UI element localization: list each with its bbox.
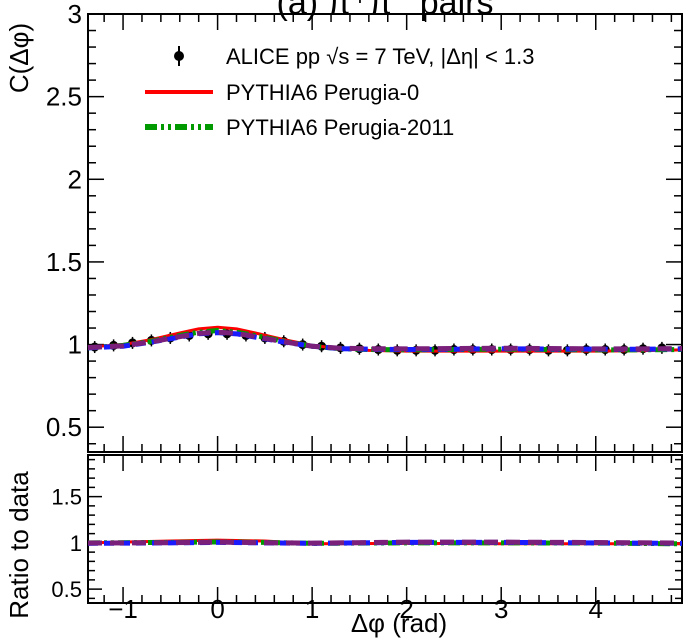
legend-label-perugia0: PYTHIA6 Perugia-0: [226, 80, 419, 105]
x-tick-label: −1: [108, 594, 138, 624]
chart-title: (a) π⁺π⁻ pairs: [277, 0, 494, 22]
y-tick-label: 0.5: [46, 412, 82, 442]
x-tick-label: 3: [494, 594, 508, 624]
y-tick-label: 2.5: [46, 82, 82, 112]
y-tick-label: 3: [68, 0, 82, 29]
y-tick-label: 1: [68, 330, 82, 360]
main-series-group: [87, 325, 683, 357]
legend-label-data: ALICE pp √s = 7 TeV, |Δη| < 1.3: [226, 44, 535, 69]
ratio-ylabel: Ratio to data: [4, 471, 34, 619]
x-tick-label: 2: [399, 594, 413, 624]
ratio-y-tick-label: 1: [70, 531, 82, 556]
legend: ALICE pp √s = 7 TeV, |Δη| < 1.3 PYTHIA6 …: [145, 44, 535, 140]
y-tick-label: 2: [68, 164, 82, 194]
x-axis-title: Δφ (rad): [351, 608, 447, 638]
legend-data-marker: [174, 51, 184, 61]
main-ylabel: C(Δφ): [4, 23, 34, 93]
main-axis-ticks: 0.5 1 1.5 2 2.5 3: [46, 0, 682, 452]
ratio-y-tick-label: 1.5: [51, 485, 82, 510]
ratio-panel-frame: [87, 454, 683, 604]
x-tick-label: 4: [589, 594, 603, 624]
ratio-series-group: [87, 538, 683, 547]
legend-label-perugia2011: PYTHIA6 Perugia-2011: [226, 115, 454, 140]
ratio-curve-purple-dash: [87, 539, 683, 546]
ratio-y-tick-label: 0.5: [51, 577, 82, 602]
model-curve-purple-dash: [87, 329, 683, 352]
ratio-axis-ticks: −1 0 1 2 3 4 0.5 1 1.5: [51, 455, 682, 624]
x-tick-label: 1: [305, 594, 319, 624]
y-tick-label: 1.5: [46, 247, 82, 277]
x-tick-label: 0: [210, 594, 224, 624]
main-panel-frame: [87, 13, 683, 453]
